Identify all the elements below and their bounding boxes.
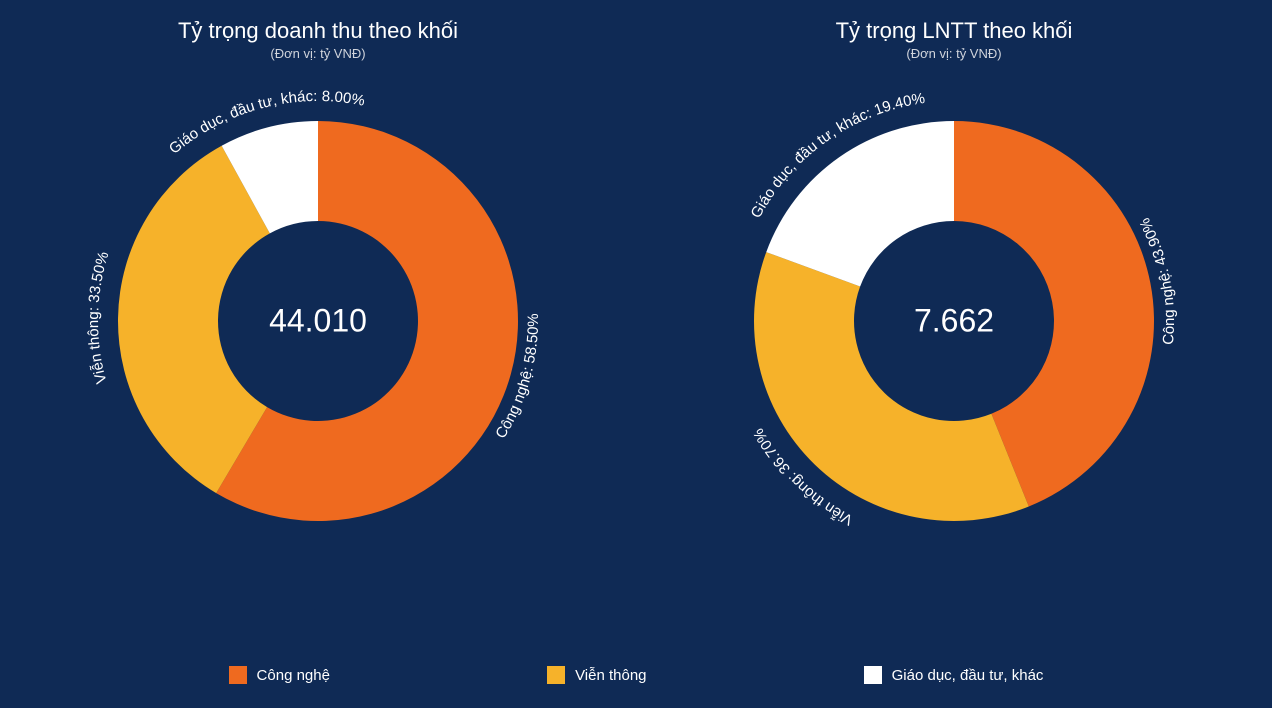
revenue-donut: Công nghệ: 58.50%Viễn thông: 33.50%Giáo … bbox=[58, 61, 578, 581]
profit-donut: Công nghệ: 43.90%Viễn thông: 36.70%Giáo … bbox=[694, 61, 1214, 581]
revenue-chart-subtitle: (Đơn vị: tỷ VNĐ) bbox=[270, 46, 365, 61]
legend-swatch-other bbox=[864, 666, 882, 684]
legend-item-other: Giáo dục, đầu tư, khác bbox=[864, 666, 1044, 684]
profit-chart-title: Tỷ trọng LNTT theo khối bbox=[836, 18, 1073, 44]
legend-label-other: Giáo dục, đầu tư, khác bbox=[892, 667, 1044, 684]
legend-label-tech: Công nghệ bbox=[257, 667, 330, 684]
dashboard-page: Tỷ trọng doanh thu theo khối (Đơn vị: tỷ… bbox=[0, 0, 1272, 708]
revenue-chart-panel: Tỷ trọng doanh thu theo khối (Đơn vị: tỷ… bbox=[38, 18, 598, 581]
legend-item-telecom: Viễn thông bbox=[547, 666, 646, 684]
legend-label-telecom: Viễn thông bbox=[575, 667, 646, 684]
profit-chart-panel: Tỷ trọng LNTT theo khối (Đơn vị: tỷ VNĐ)… bbox=[674, 18, 1234, 581]
profit-center-value: 7.662 bbox=[694, 303, 1214, 340]
revenue-chart-title: Tỷ trọng doanh thu theo khối bbox=[178, 18, 458, 44]
revenue-center-value: 44.010 bbox=[58, 303, 578, 340]
legend-swatch-tech bbox=[229, 666, 247, 684]
donut-slice bbox=[766, 121, 954, 287]
legend-swatch-telecom bbox=[547, 666, 565, 684]
legend-row: Công nghệ Viễn thông Giáo dục, đầu tư, k… bbox=[0, 666, 1272, 684]
legend-item-tech: Công nghệ bbox=[229, 666, 330, 684]
profit-chart-subtitle: (Đơn vị: tỷ VNĐ) bbox=[906, 46, 1001, 61]
charts-row: Tỷ trọng doanh thu theo khối (Đơn vị: tỷ… bbox=[0, 0, 1272, 581]
